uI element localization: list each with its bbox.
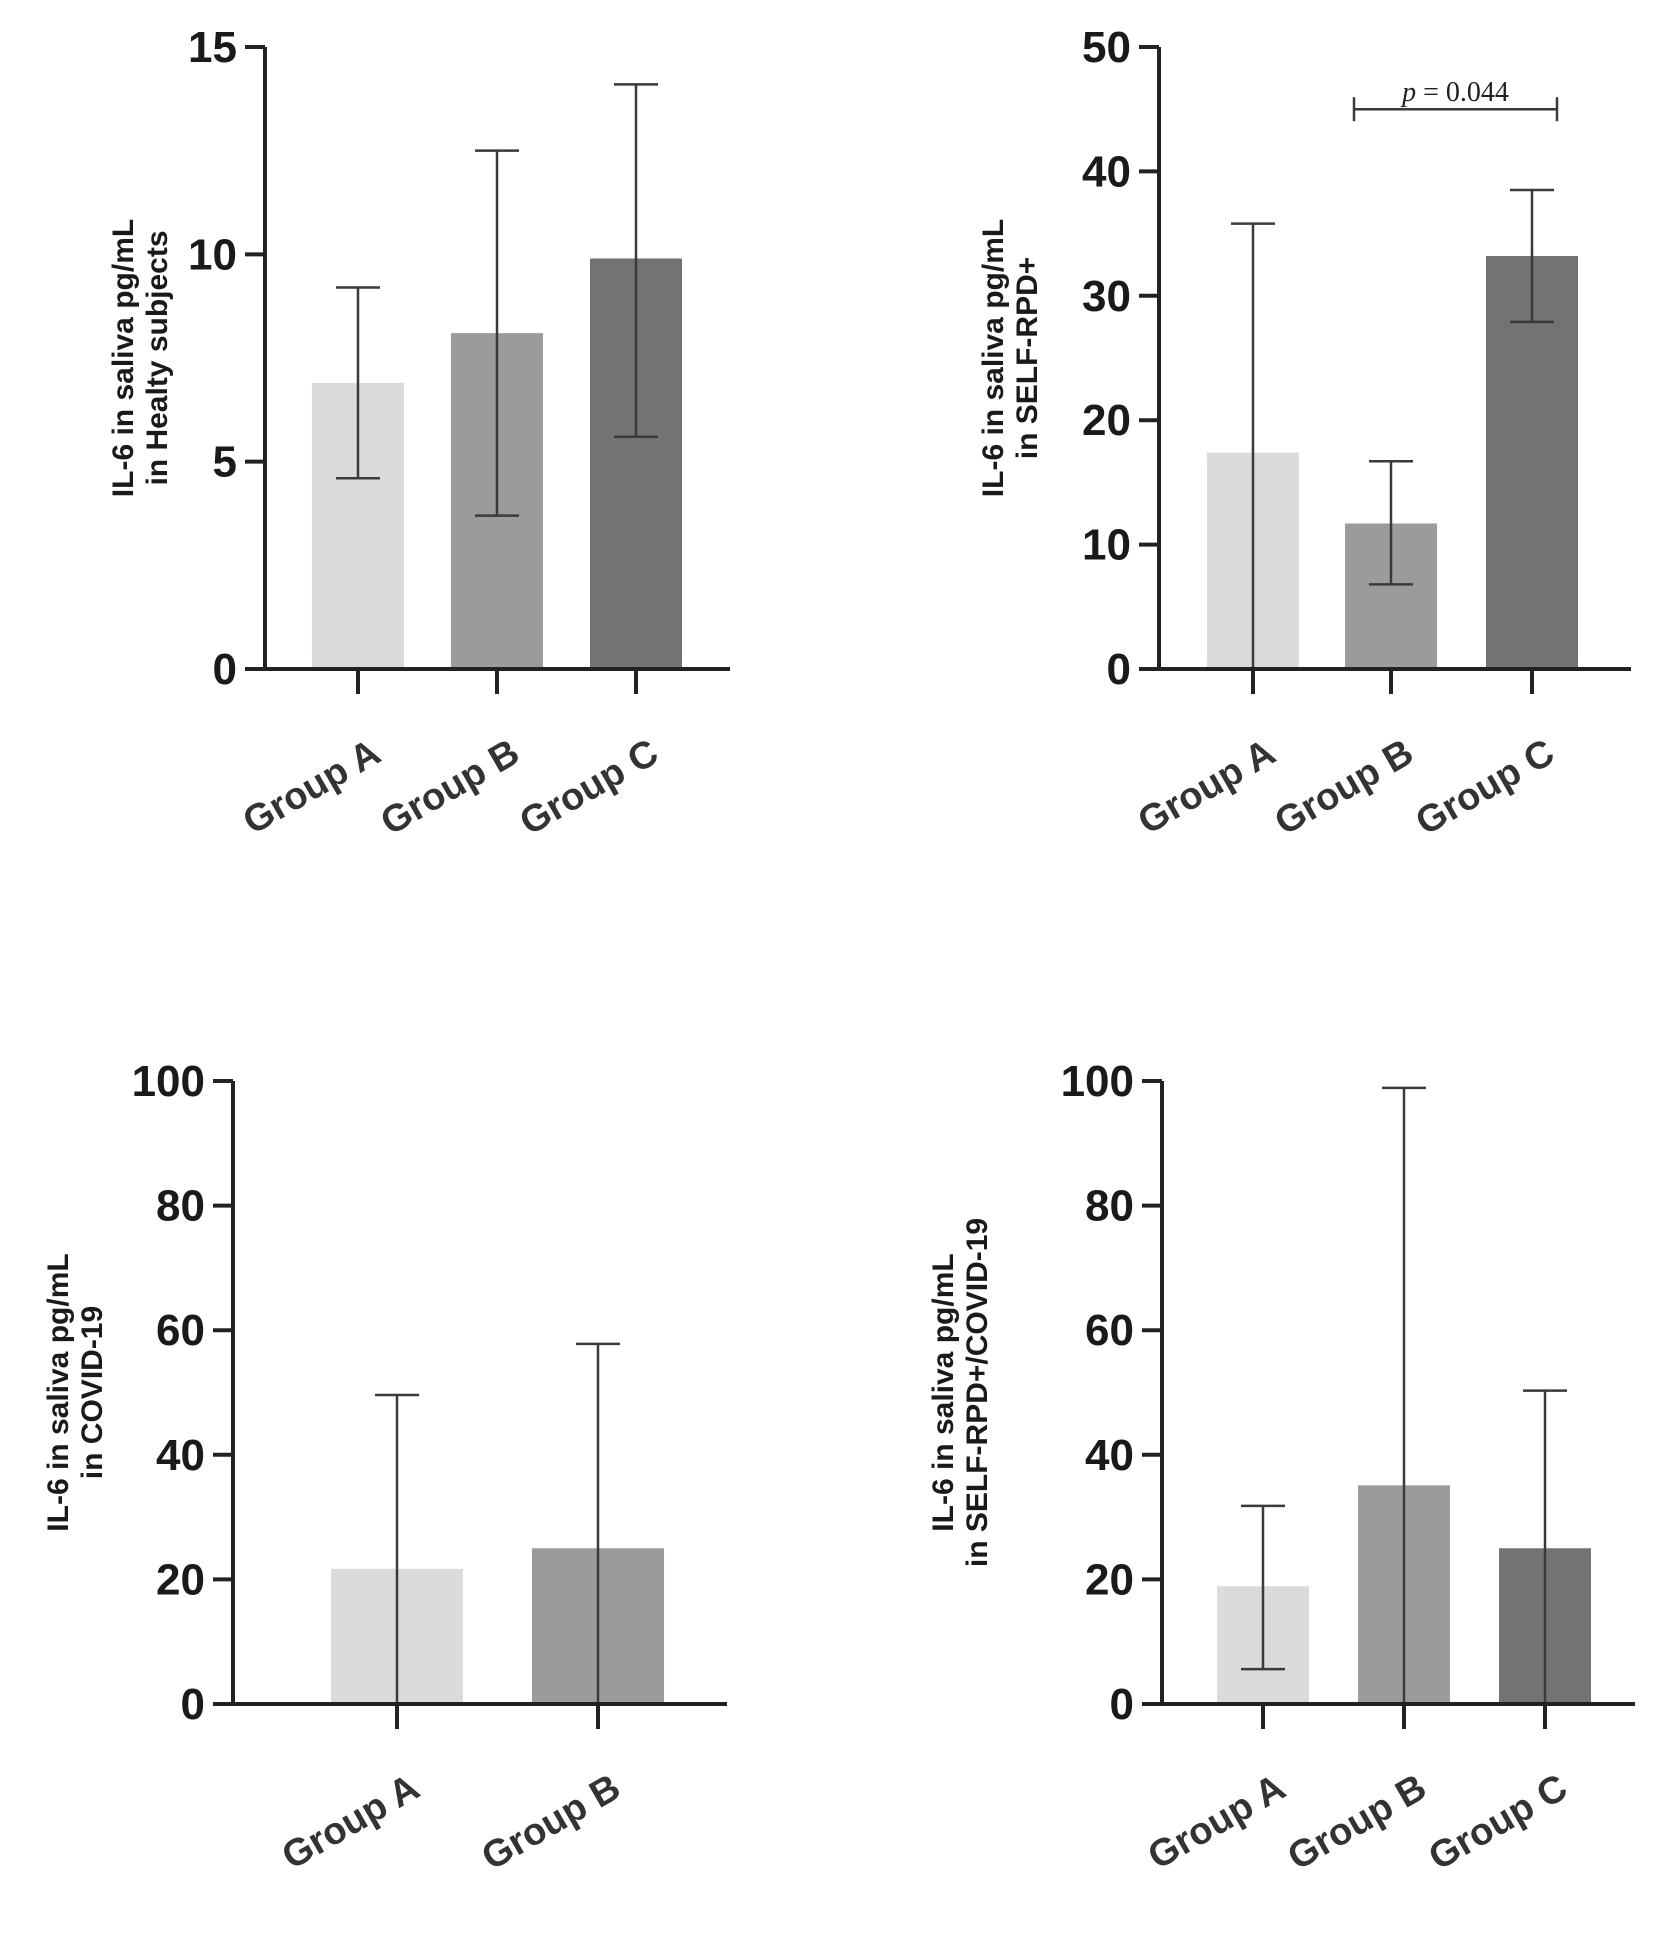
x-category-label: Group C [513,731,666,843]
chart-covid-19: 0 20 40 60 80 100 Group A Group B IL-6 in saliva… [0,1000,835,1948]
y-tick-label: 50 [1082,23,1131,72]
y-axis-title-line: IL-6 in saliva pg/mL [927,1253,960,1531]
error-bar-group-b [1369,460,1413,586]
y-tick-label: 10 [1082,521,1131,570]
y-axis-title-line: IL-6 in saliva pg/mL [107,219,140,497]
error-bar-group-c [1510,188,1554,324]
x-category-label: Group A [275,1766,426,1878]
y-tick-label: 100 [132,1057,205,1106]
y-tick-label: 20 [156,1555,205,1604]
chart-self-rpd: 0 10 20 30 40 50 Group A Group B Group C IL-6 in … [835,0,1671,960]
y-axis-title: IL-6 in saliva pg/mL in SELF-RPD+ [977,219,1044,497]
y-axis-title-line: IL-6 in saliva pg/mL [42,1253,75,1531]
y-axis-title-line: IL-6 in saliva pg/mL [977,219,1010,497]
y-tick-label: 0 [181,1680,205,1729]
error-bar-group-a [1241,1504,1285,1671]
bar-group-c [1486,255,1578,669]
error-bar-group-a [336,286,380,480]
x-category-label: Group A [1131,731,1282,843]
y-axis-title: IL-6 in saliva pg/mL in Healty subjects [107,219,174,497]
y-tick-label: 0 [1107,645,1131,694]
y-tick-label: 5 [213,438,237,487]
y-tick-label: 20 [1082,396,1131,445]
error-bar-group-a [375,1393,419,1704]
x-category-label: Group C [1422,1766,1575,1878]
error-bar-group-b [475,149,519,517]
x-category-label: Group B [1268,731,1421,843]
y-axis-title-line: in COVID-19 [76,1306,109,1479]
error-bar-group-c [1523,1389,1567,1704]
significance-label: p = 0.044 [1400,77,1509,108]
y-tick-label: 80 [156,1182,205,1231]
y-axis-title: IL-6 in saliva pg/mL in COVID-19 [42,1253,109,1531]
x-category-label: Group A [236,731,387,843]
significance-bracket [1352,97,1559,122]
y-tick-label: 0 [1110,1680,1134,1729]
chart-healthy-subjects: 0 5 10 15 Group A Group B Group C IL-6 in saliv… [0,0,835,960]
x-category-label: Group C [1409,731,1562,843]
y-axis-title-line: in SELF-RPD+/COVID-19 [961,1218,994,1567]
y-tick-label: 60 [1085,1306,1134,1355]
y-tick-label: 30 [1082,272,1131,321]
y-tick-label: 15 [188,23,237,72]
y-tick-label: 40 [1085,1431,1134,1480]
y-tick-label: 100 [1061,1057,1134,1106]
y-axis-title-line: in Healty subjects [141,230,174,485]
error-bar-group-b [576,1342,620,1704]
y-tick-label: 80 [1085,1182,1134,1231]
error-bar-group-b [1382,1086,1426,1704]
x-category-label: Group B [374,731,527,843]
y-tick-label: 40 [156,1431,205,1480]
y-tick-label: 10 [188,230,237,279]
y-axis-title-line: in SELF-RPD+ [1011,257,1044,460]
x-category-label: Group A [1141,1766,1292,1878]
x-category-label: Group B [1281,1766,1434,1878]
chart-self-rpd-covid-19: 0 20 40 60 80 100 Group A Group B Group C IL-6 in… [835,1000,1671,1948]
y-tick-label: 60 [156,1306,205,1355]
chart-svg: 0 20 40 60 80 100 Group A Group B IL-6 in saliva… [42,1057,727,1879]
y-tick-label: 20 [1085,1555,1134,1604]
x-category-label: Group B [475,1766,628,1878]
error-bar-group-a [1231,222,1275,669]
y-tick-label: 40 [1082,147,1131,196]
y-tick-label: 0 [213,645,237,694]
y-axis-title: IL-6 in saliva pg/mL in SELF-RPD+/COVID-1… [927,1218,994,1567]
error-bar-group-c [614,83,658,439]
